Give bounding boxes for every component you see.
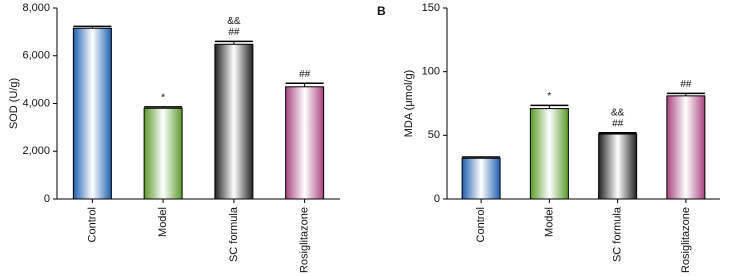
- significance-mark: ##: [228, 27, 240, 38]
- significance-mark: ##: [299, 69, 311, 80]
- x-tick-label: Rosiglitazone: [680, 207, 692, 273]
- bar: [143, 107, 183, 200]
- y-tick-label: 6,000: [22, 50, 50, 62]
- y-tick-label: 8,000: [22, 2, 50, 14]
- bar: [598, 133, 638, 200]
- significance-mark: *: [161, 92, 165, 103]
- bar: [461, 157, 501, 200]
- y-axis-label: SOD (U/g): [8, 78, 20, 129]
- significance-mark: ##: [680, 79, 692, 90]
- bar: [666, 95, 706, 200]
- y-axis-label: MDA (μmol/g): [403, 70, 415, 137]
- bar: [214, 43, 254, 200]
- y-tick-label: 150: [422, 2, 440, 14]
- significance-mark: &&: [227, 16, 241, 27]
- y-tick-label: 50: [428, 129, 440, 141]
- panel-label: B: [377, 4, 386, 18]
- y-tick-label: 100: [422, 66, 440, 78]
- bar: [72, 27, 112, 200]
- x-tick-label: Control: [475, 207, 487, 242]
- y-tick-label: 0: [434, 193, 440, 205]
- x-tick-label: Model: [543, 207, 555, 237]
- x-tick-label: Model: [157, 207, 169, 237]
- y-tick-label: 2,000: [22, 145, 50, 157]
- bar: [529, 108, 569, 200]
- x-tick-label: Control: [86, 207, 98, 242]
- significance-mark: ##: [612, 118, 624, 129]
- x-tick-label: SC formula: [228, 206, 240, 262]
- y-tick-label: 0: [44, 193, 50, 205]
- x-tick-label: SC formula: [612, 206, 624, 262]
- bar: [285, 86, 325, 200]
- significance-mark: *: [547, 91, 551, 102]
- significance-mark: &&: [611, 107, 625, 118]
- y-tick-label: 4,000: [22, 97, 50, 109]
- x-tick-label: Rosiglitazone: [299, 207, 311, 273]
